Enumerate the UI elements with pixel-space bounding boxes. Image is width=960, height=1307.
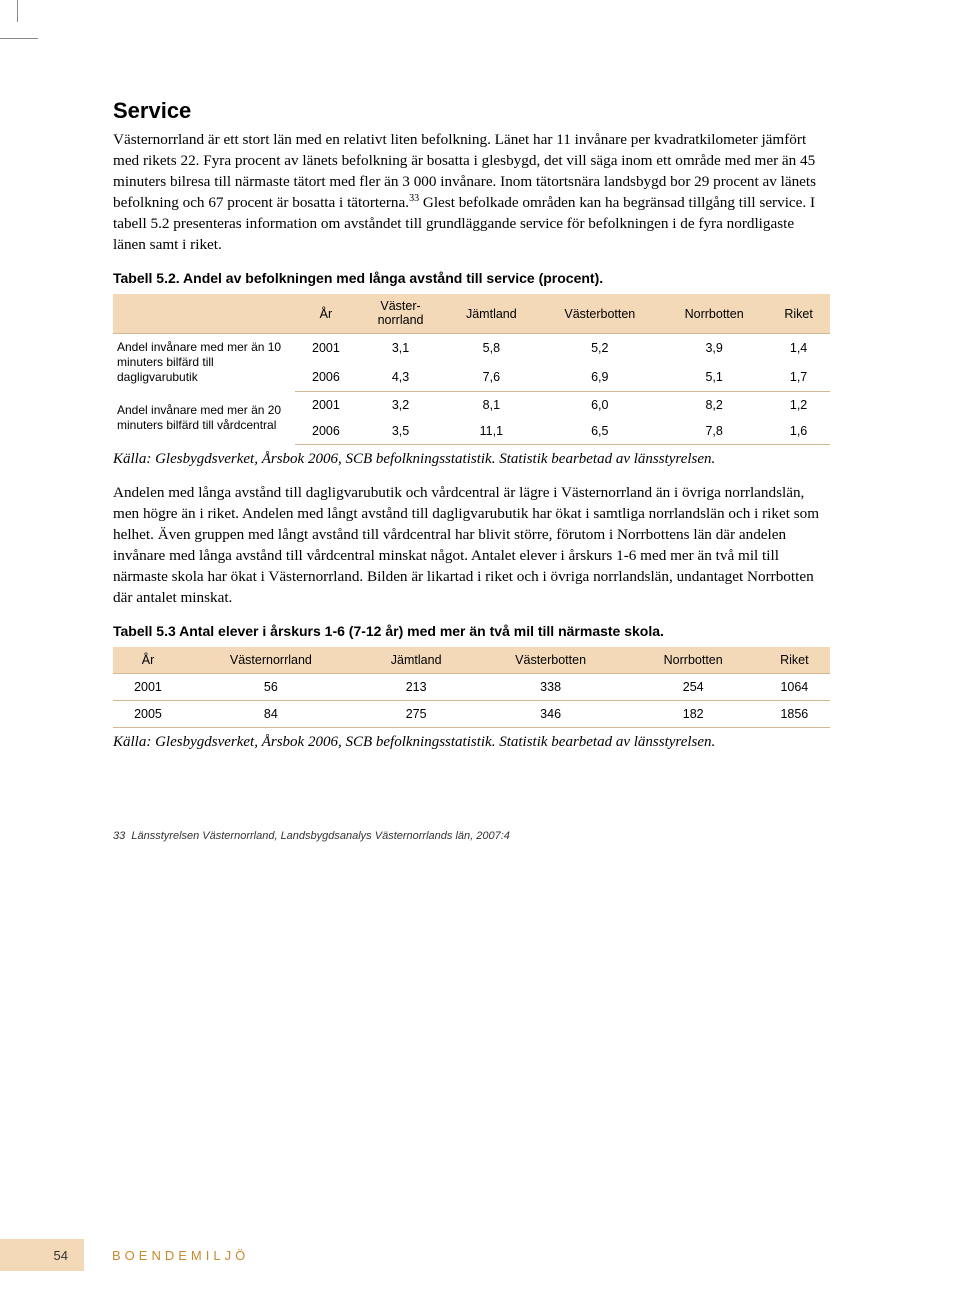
crop-mark-v	[17, 0, 18, 22]
table-cell: 7,8	[661, 418, 767, 445]
table-53-col-vn: Västernorrland	[183, 647, 359, 674]
table-row: 2005842753461821856	[113, 700, 830, 727]
table-cell: 5,2	[538, 334, 661, 363]
table-cell: 6,0	[538, 391, 661, 418]
table-53-col-vb: Västerbotten	[474, 647, 628, 674]
table-cell: 2006	[295, 418, 357, 445]
table-52-col-nb: Norrbotten	[661, 294, 767, 334]
table-cell: 182	[628, 700, 759, 727]
table-cell: 1,7	[767, 363, 830, 392]
table-cell: 5,8	[444, 334, 538, 363]
table-52-header-row: År Väster- norrland Jämtland Västerbotte…	[113, 294, 830, 334]
table-52-rowlabel: Andel invånare med mer än 10 minuters bi…	[113, 334, 295, 392]
table-52-body: Andel invånare med mer än 10 minuters bi…	[113, 334, 830, 445]
table-cell: 338	[474, 673, 628, 700]
table-52-col-riket: Riket	[767, 294, 830, 334]
table-cell: 2001	[295, 334, 357, 363]
table-52-source: Källa: Glesbygdsverket, Årsbok 2006, SCB…	[113, 449, 830, 469]
table-cell: 2006	[295, 363, 357, 392]
page-footer: 54 BOENDEMILJÖ	[0, 1239, 249, 1271]
footnote-ref: 33	[409, 193, 419, 204]
table-53-col-jamt: Jämtland	[359, 647, 474, 674]
table-53-col-year: År	[113, 647, 183, 674]
table-52-rowlabel: Andel invånare med mer än 20 minuters bi…	[113, 391, 295, 444]
section-label: BOENDEMILJÖ	[112, 1248, 249, 1263]
table-cell: 1856	[759, 700, 830, 727]
table-cell: 2005	[113, 700, 183, 727]
crop-mark-h	[0, 38, 38, 39]
footnote: 33 Länsstyrelsen Västernorrland, Landsby…	[113, 830, 830, 842]
table-cell: 2001	[295, 391, 357, 418]
footnote-text: Länsstyrelsen Västernorrland, Landsbygds…	[131, 830, 510, 842]
footnote-number: 33	[113, 830, 125, 842]
table-cell: 1,6	[767, 418, 830, 445]
paragraph-1: Västernorrland är ett stort län med en r…	[113, 130, 830, 256]
table-cell: 254	[628, 673, 759, 700]
table-cell: 3,9	[661, 334, 767, 363]
table-52-col-vn: Väster- norrland	[357, 294, 444, 334]
table-cell: 11,1	[444, 418, 538, 445]
table-53-col-nb: Norrbotten	[628, 647, 759, 674]
table-53-caption: Tabell 5.3 Antal elever i årskurs 1-6 (7…	[113, 623, 830, 639]
table-52-col-vb: Västerbotten	[538, 294, 661, 334]
page-number-box: 54	[0, 1239, 84, 1271]
table-cell: 5,1	[661, 363, 767, 392]
table-cell: 275	[359, 700, 474, 727]
table-cell: 8,1	[444, 391, 538, 418]
table-53-col-riket: Riket	[759, 647, 830, 674]
table-52-col-jamt: Jämtland	[444, 294, 538, 334]
table-cell: 346	[474, 700, 628, 727]
table-row: 2001562133382541064	[113, 673, 830, 700]
table-cell: 8,2	[661, 391, 767, 418]
table-cell: 56	[183, 673, 359, 700]
table-cell: 213	[359, 673, 474, 700]
table-row: Andel invånare med mer än 20 minuters bi…	[113, 391, 830, 418]
table-52: År Väster- norrland Jämtland Västerbotte…	[113, 294, 830, 445]
paragraph-2: Andelen med långa avstånd till dagligvar…	[113, 483, 830, 609]
table-cell: 6,9	[538, 363, 661, 392]
table-53: År Västernorrland Jämtland Västerbotten …	[113, 647, 830, 728]
table-cell: 1,2	[767, 391, 830, 418]
table-52-col-year: År	[295, 294, 357, 334]
table-cell: 7,6	[444, 363, 538, 392]
table-cell: 1,4	[767, 334, 830, 363]
table-53-body: 20015621333825410642005842753461821856	[113, 673, 830, 727]
table-52-caption: Tabell 5.2. Andel av befolkningen med lå…	[113, 270, 830, 286]
table-53-source: Källa: Glesbygdsverket, Årsbok 2006, SCB…	[113, 732, 830, 752]
table-53-header-row: År Västernorrland Jämtland Västerbotten …	[113, 647, 830, 674]
section-heading: Service	[113, 98, 830, 124]
table-cell: 3,1	[357, 334, 444, 363]
table-row: Andel invånare med mer än 10 minuters bi…	[113, 334, 830, 363]
table-cell: 4,3	[357, 363, 444, 392]
table-cell: 6,5	[538, 418, 661, 445]
table-52-header-empty	[113, 294, 295, 334]
table-cell: 2001	[113, 673, 183, 700]
page-number: 54	[54, 1248, 68, 1263]
table-cell: 1064	[759, 673, 830, 700]
table-cell: 3,5	[357, 418, 444, 445]
table-cell: 84	[183, 700, 359, 727]
table-cell: 3,2	[357, 391, 444, 418]
